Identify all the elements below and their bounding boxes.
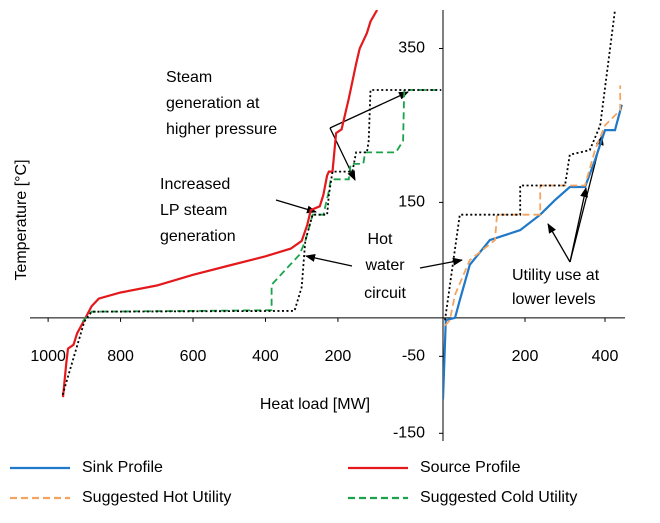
annotation: LP steam xyxy=(160,202,227,219)
arrow xyxy=(547,223,571,263)
series-line xyxy=(81,89,442,323)
arrow xyxy=(275,199,317,214)
annotation: generation at xyxy=(166,95,260,112)
series-line xyxy=(61,89,442,396)
legend-label: Sink Profile xyxy=(82,459,163,476)
x-tick-label: 800 xyxy=(107,348,134,365)
arrow xyxy=(419,257,463,269)
x-tick-label: 600 xyxy=(180,348,207,365)
legend-label: Source Profile xyxy=(420,459,521,476)
legend-label: Suggested Cold Utility xyxy=(420,489,577,506)
y-tick-label: 350 xyxy=(398,40,425,57)
series-line xyxy=(444,85,622,327)
x-tick-label: 400 xyxy=(592,348,619,365)
x-tick-label: 1000 xyxy=(30,348,66,365)
series-line xyxy=(444,10,616,321)
annotation: circuit xyxy=(364,285,406,302)
x-tick-label: 400 xyxy=(252,348,279,365)
x-axis-label: Heat load [MW] xyxy=(260,396,370,413)
x-tick-label: 200 xyxy=(512,348,539,365)
arrows xyxy=(275,91,604,269)
annotation: Steam xyxy=(166,69,212,86)
annotation: generation xyxy=(160,228,236,245)
annotation: lower levels xyxy=(512,291,596,308)
y-axis-label: Temperature [°C] xyxy=(13,159,30,280)
annotation: Utility use at xyxy=(512,267,600,284)
annotation: Hot xyxy=(368,231,393,248)
arrow xyxy=(329,127,356,181)
annotation: Increased xyxy=(160,176,230,193)
x-tick-label: 200 xyxy=(325,348,352,365)
annotation: water xyxy=(364,257,405,274)
y-tick-label: 150 xyxy=(398,194,425,211)
y-tick-label: -150 xyxy=(393,425,425,442)
legend-label: Suggested Hot Utility xyxy=(82,489,231,506)
annotation: higher pressure xyxy=(166,121,277,138)
arrow xyxy=(305,254,353,267)
y-tick-label: -50 xyxy=(402,348,425,365)
